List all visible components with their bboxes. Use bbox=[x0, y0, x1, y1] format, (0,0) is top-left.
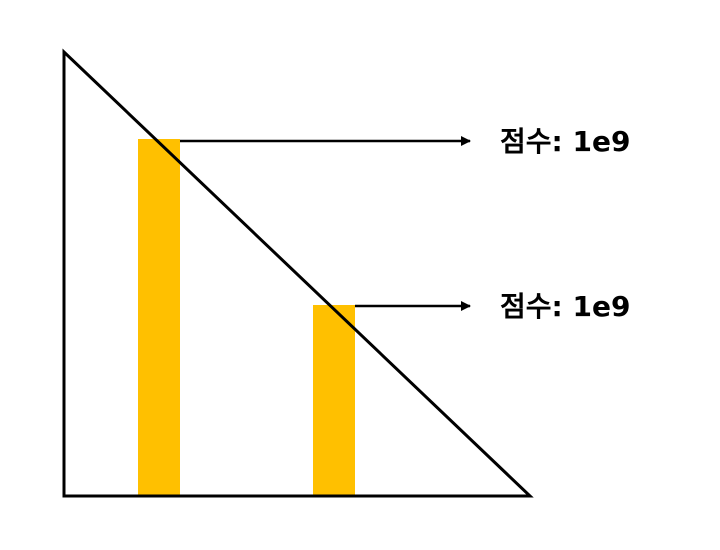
triangle-outline bbox=[62, 48, 534, 498]
bar-short bbox=[313, 305, 355, 496]
score-label-top: 점수: 1e9 bbox=[500, 125, 630, 158]
bar-tall bbox=[138, 139, 180, 496]
score-label-bottom: 점수: 1e9 bbox=[500, 290, 630, 323]
